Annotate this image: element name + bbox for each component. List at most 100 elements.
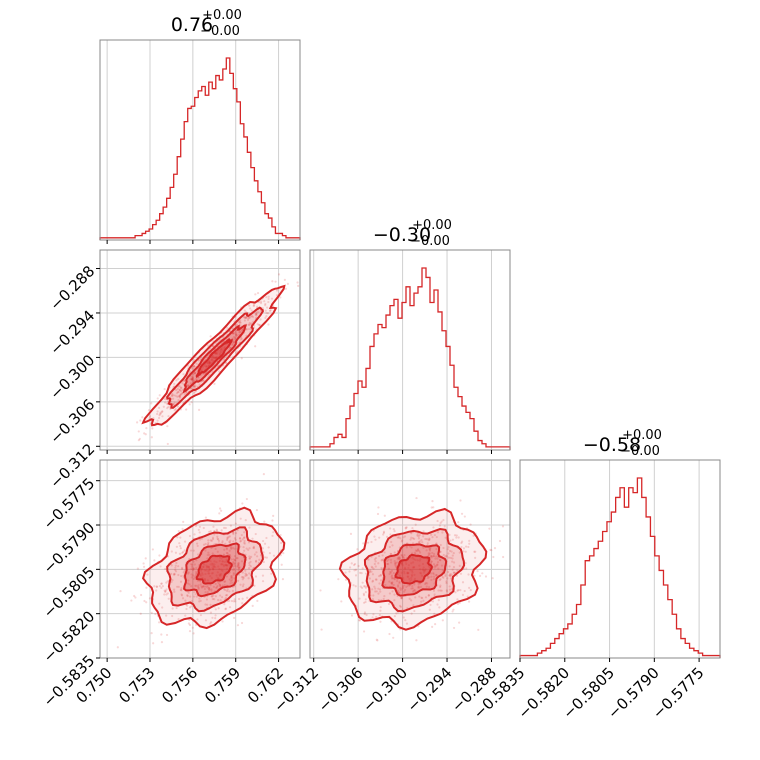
scatter-point	[202, 526, 205, 530]
scatter-point	[205, 365, 208, 368]
scatter-point	[196, 618, 199, 621]
histogram-0	[99, 57, 301, 240]
scatter-point	[192, 364, 196, 368]
scatter-point	[393, 577, 396, 580]
scatter-point	[262, 560, 265, 564]
scatter-point	[234, 351, 238, 354]
scatter-point	[187, 572, 190, 575]
scatter-point	[197, 528, 200, 531]
scatter-point	[204, 549, 207, 552]
scatter-point	[398, 574, 402, 577]
scatter-point	[275, 289, 279, 292]
scatter-point	[231, 569, 234, 572]
scatter-point	[424, 582, 427, 586]
scatter-point	[241, 585, 245, 588]
scatter-point	[437, 589, 440, 592]
scatter-point	[238, 537, 242, 540]
scatter-point	[171, 392, 174, 396]
scatter-point	[180, 594, 184, 597]
scatter-point	[235, 334, 238, 337]
scatter-point	[378, 554, 381, 558]
scatter-point	[231, 576, 234, 579]
scatter-point	[437, 599, 440, 602]
scatter-point	[453, 534, 457, 537]
scatter-point	[170, 394, 174, 397]
scatter-point	[231, 343, 234, 346]
scatter-point	[491, 577, 494, 580]
scatter-point	[181, 527, 184, 530]
scatter-point	[233, 564, 236, 568]
scatter-point	[262, 473, 265, 476]
scatter-point	[233, 340, 236, 344]
scatter-point	[432, 572, 435, 576]
scatter-point	[455, 536, 458, 539]
scatter-point	[390, 575, 393, 578]
scatter-point	[225, 551, 228, 555]
scatter-point	[198, 538, 202, 541]
scatter-point	[183, 393, 186, 396]
scatter-point	[371, 566, 374, 569]
scatter-point	[379, 573, 382, 577]
scatter-point	[417, 625, 420, 628]
scatter-point	[201, 573, 204, 576]
scatter-point	[217, 538, 220, 541]
y-tick-label-1-1: −0.306	[46, 395, 98, 447]
scatter-point	[438, 558, 442, 562]
scatter-point	[396, 589, 399, 592]
scatter-point	[264, 316, 267, 319]
scatter-point	[220, 529, 223, 532]
scatter-point	[187, 384, 190, 387]
param-title-minus-2: −0.00	[620, 444, 660, 459]
scatter-point	[385, 535, 389, 539]
scatter-point	[272, 514, 275, 517]
scatter-point	[255, 312, 258, 315]
scatter-point	[210, 562, 214, 565]
scatter-point	[194, 524, 198, 528]
scatter-point	[195, 573, 198, 576]
scatter-point	[214, 356, 218, 359]
scatter-point	[440, 589, 443, 592]
scatter-point	[200, 568, 203, 571]
scatter-point	[419, 571, 422, 574]
scatter-point	[378, 582, 381, 585]
scatter-point	[266, 306, 269, 309]
scatter-point	[457, 521, 460, 524]
scatter-point	[237, 562, 240, 565]
scatter-point	[160, 641, 164, 644]
scatter-point	[435, 555, 438, 558]
scatter-point	[430, 556, 433, 559]
scatter-point	[210, 539, 213, 542]
panel-frame-1-0	[99, 249, 301, 451]
scatter-point	[232, 540, 235, 543]
scatter-point	[392, 636, 395, 639]
scatter-point	[436, 557, 439, 560]
scatter-point	[226, 537, 229, 540]
scatter-point	[206, 586, 209, 589]
scatter-point	[261, 547, 264, 550]
scatter-point	[212, 568, 215, 571]
scatter-point	[234, 331, 237, 334]
scatter-point	[263, 556, 267, 559]
scatter-point	[256, 555, 259, 558]
scatter-point	[195, 584, 198, 587]
scatter-point	[224, 597, 227, 600]
scatter-point	[232, 561, 235, 564]
scatter-point	[319, 589, 322, 592]
scatter-point	[429, 603, 432, 607]
scatter-point	[220, 557, 223, 560]
scatter-point	[390, 620, 393, 623]
scatter-point	[231, 589, 235, 592]
scatter-point	[474, 550, 477, 553]
scatter-point	[240, 533, 243, 537]
scatter-point	[172, 573, 176, 576]
scatter-point	[498, 539, 502, 543]
scatter-point	[243, 536, 246, 540]
scatter-point	[183, 540, 187, 543]
scatter-point	[411, 527, 414, 530]
scatter-point	[372, 567, 375, 570]
scatter-point	[254, 313, 257, 316]
scatter-point	[219, 572, 223, 576]
contour-level	[166, 306, 264, 409]
scatter-point	[222, 565, 225, 568]
scatter-point	[188, 403, 191, 406]
